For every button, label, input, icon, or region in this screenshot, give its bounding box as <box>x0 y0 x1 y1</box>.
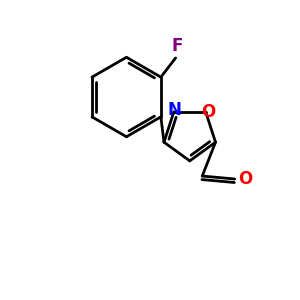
Text: O: O <box>201 103 215 121</box>
Text: F: F <box>171 37 183 55</box>
Text: N: N <box>167 100 182 118</box>
Text: O: O <box>238 170 252 188</box>
